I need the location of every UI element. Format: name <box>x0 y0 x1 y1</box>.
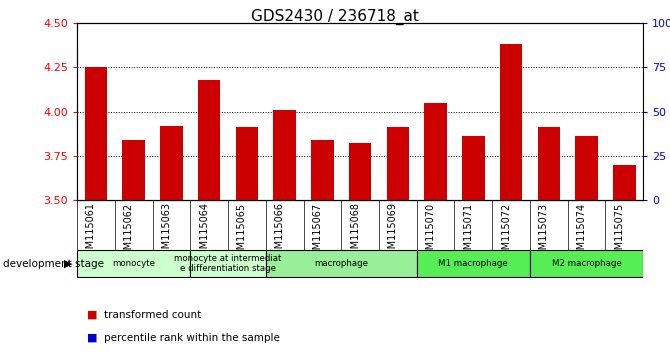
Text: GSM115069: GSM115069 <box>388 202 398 262</box>
Text: ■: ■ <box>87 333 98 343</box>
Text: GSM115071: GSM115071 <box>464 202 473 262</box>
FancyBboxPatch shape <box>417 250 530 277</box>
FancyBboxPatch shape <box>77 250 190 277</box>
Text: GSM115066: GSM115066 <box>275 202 285 262</box>
Bar <box>462 136 484 200</box>
Bar <box>84 67 107 200</box>
Text: GDS2430 / 236718_at: GDS2430 / 236718_at <box>251 9 419 25</box>
Text: GSM115065: GSM115065 <box>237 202 247 262</box>
Bar <box>349 143 371 200</box>
Text: GSM115070: GSM115070 <box>425 202 436 262</box>
Bar <box>537 127 560 200</box>
Text: macrophage: macrophage <box>314 259 368 268</box>
Text: GSM115063: GSM115063 <box>161 202 172 262</box>
Text: GSM115062: GSM115062 <box>124 202 133 262</box>
Text: GSM115061: GSM115061 <box>86 202 96 262</box>
Text: monocyte at intermediat
e differentiation stage: monocyte at intermediat e differentiatio… <box>174 254 281 273</box>
FancyBboxPatch shape <box>530 250 643 277</box>
Text: monocyte: monocyte <box>112 259 155 268</box>
Text: M1 macrophage: M1 macrophage <box>438 259 509 268</box>
Text: ▶: ▶ <box>64 259 72 269</box>
Text: GSM115072: GSM115072 <box>501 202 511 262</box>
FancyBboxPatch shape <box>266 250 417 277</box>
Text: transformed count: transformed count <box>104 310 201 320</box>
Bar <box>500 44 523 200</box>
Text: GSM115075: GSM115075 <box>614 202 624 262</box>
Bar <box>160 126 183 200</box>
FancyBboxPatch shape <box>190 250 266 277</box>
Bar <box>576 136 598 200</box>
Bar <box>236 127 258 200</box>
Text: ■: ■ <box>87 310 98 320</box>
Text: GSM115074: GSM115074 <box>577 202 587 262</box>
Text: percentile rank within the sample: percentile rank within the sample <box>104 333 280 343</box>
Bar <box>311 140 334 200</box>
Bar <box>273 110 296 200</box>
Text: GSM115067: GSM115067 <box>312 202 322 262</box>
Text: M2 macrophage: M2 macrophage <box>551 259 622 268</box>
Text: GSM115068: GSM115068 <box>350 202 360 262</box>
Text: development stage: development stage <box>3 259 105 269</box>
Bar <box>387 127 409 200</box>
Bar <box>198 80 220 200</box>
Text: GSM115073: GSM115073 <box>539 202 549 262</box>
Bar <box>123 140 145 200</box>
Text: GSM115064: GSM115064 <box>199 202 209 262</box>
Bar <box>613 165 636 200</box>
Bar <box>424 103 447 200</box>
